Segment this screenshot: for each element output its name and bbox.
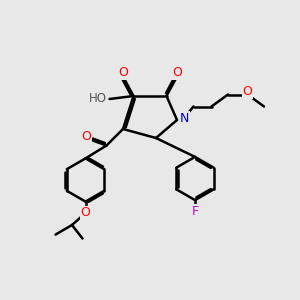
Text: N: N xyxy=(180,112,189,125)
Text: O: O xyxy=(172,66,182,80)
Text: O: O xyxy=(82,130,91,143)
Text: F: F xyxy=(191,205,199,218)
Text: HO: HO xyxy=(89,92,107,106)
Text: O: O xyxy=(81,206,90,220)
Text: O: O xyxy=(118,66,128,80)
Text: O: O xyxy=(243,85,252,98)
